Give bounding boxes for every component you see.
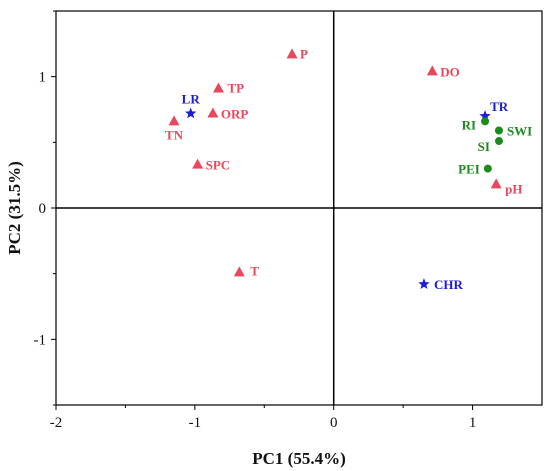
label-do: DO (440, 64, 460, 79)
point-tp-triangle (212, 82, 224, 93)
label-tn: TN (165, 127, 184, 142)
point-t-triangle (233, 266, 245, 277)
label-ri: RI (462, 117, 476, 132)
y-tick-label: -1 (34, 332, 47, 348)
label-lr: LR (182, 91, 201, 106)
label-t: T (250, 263, 259, 278)
point-p-triangle (286, 48, 298, 59)
point-pei-circle (483, 164, 492, 173)
label-p: P (300, 46, 308, 61)
y-axis-title: PC2 (31.5%) (5, 161, 24, 254)
label-ph: pH (505, 181, 522, 196)
point-ri-circle (481, 117, 490, 126)
reference-lines (56, 11, 542, 405)
point-tr-star (479, 110, 491, 121)
x-axis-title: PC1 (55.4%) (252, 449, 345, 468)
label-tp: TP (227, 80, 244, 95)
x-tick-label: 0 (330, 415, 338, 431)
label-tr: TR (490, 99, 509, 114)
x-tick-label: -1 (189, 415, 202, 431)
point-si-circle (494, 137, 503, 146)
label-si: SI (478, 139, 490, 154)
data-points: P DO TP ORP TN SPC pH T LR TR CHR RI SWI SI PEI (165, 46, 532, 292)
label-pei: PEI (458, 162, 480, 177)
point-lr-star (184, 107, 197, 119)
point-orp-triangle (207, 107, 219, 118)
label-orp: ORP (221, 106, 249, 121)
point-swi-circle (494, 126, 503, 135)
point-ph-triangle (490, 178, 502, 189)
point-chr-star (418, 278, 430, 290)
axis-ticks: -2 -1 0 1 -1 0 1 (34, 10, 477, 431)
label-spc: SPC (206, 158, 231, 173)
x-tick-label: -2 (50, 415, 63, 431)
label-chr: CHR (434, 277, 464, 292)
x-tick-label: 1 (469, 415, 477, 431)
label-swi: SWI (507, 124, 532, 139)
point-tn-triangle (168, 115, 180, 126)
point-spc-triangle (192, 158, 204, 169)
y-tick-label: 1 (39, 70, 47, 86)
point-do-triangle (426, 65, 438, 76)
y-tick-label: 0 (39, 201, 47, 217)
